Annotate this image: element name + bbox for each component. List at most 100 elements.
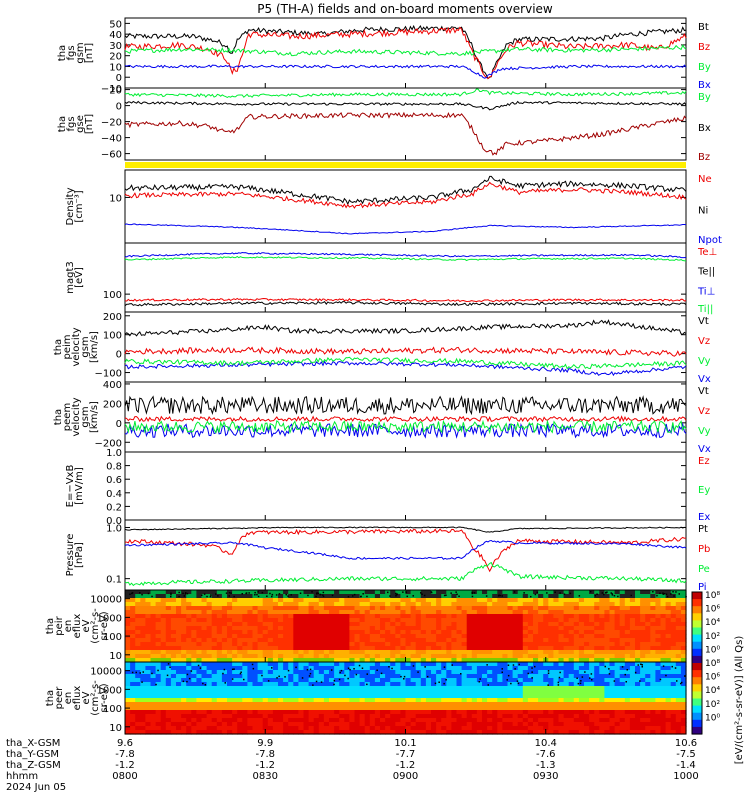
heatmap-cell <box>645 646 651 651</box>
heatmap-cell <box>573 678 580 683</box>
heatmap-cell <box>635 590 641 595</box>
heatmap-cell <box>288 662 294 667</box>
heatmap-cell <box>522 626 529 631</box>
heatmap-cell <box>635 622 641 627</box>
heatmap-cell <box>487 682 493 687</box>
heatmap-cell <box>130 718 136 723</box>
colorbar-cell <box>692 710 702 714</box>
heatmap-cell <box>584 658 590 663</box>
heatmap-cell <box>410 622 417 627</box>
heatmap-cell <box>441 726 447 731</box>
legend-entry: Vz <box>698 406 710 417</box>
heatmap-cell <box>405 718 412 723</box>
heatmap-cell <box>573 638 580 643</box>
heatmap-cell <box>364 622 371 627</box>
heatmap-cell <box>186 662 192 667</box>
heatmap-cell <box>456 690 463 695</box>
heatmap-cell <box>278 646 284 651</box>
heatmap-cell <box>487 594 493 599</box>
heatmap-cell <box>548 610 554 615</box>
heatmap-cell <box>232 674 238 679</box>
heatmap-cell <box>497 658 503 663</box>
heatmap-cell <box>170 630 177 635</box>
heatmap-cell <box>680 654 687 659</box>
heatmap-cell <box>242 682 248 687</box>
heatmap-cell <box>594 638 600 643</box>
heatmap-cell <box>655 598 662 603</box>
heatmap-cell <box>502 698 509 703</box>
heatmap-cell <box>522 654 529 659</box>
heatmap-cell <box>609 678 616 683</box>
xtick-y-gsm: -7.8 <box>115 749 135 760</box>
heatmap-cell <box>191 654 197 659</box>
heatmap-noise <box>269 592 271 595</box>
heatmap-cell <box>533 618 539 623</box>
heatmap-cell <box>323 714 330 719</box>
heatmap-cell <box>344 698 350 703</box>
heatmap-noise <box>319 593 322 596</box>
heatmap-cell <box>130 654 136 659</box>
heatmap-cell <box>349 622 356 627</box>
heatmap-cell <box>395 634 401 639</box>
heatmap-cell <box>354 698 361 703</box>
heatmap-cell <box>272 702 279 707</box>
heatmap-cell <box>232 630 238 635</box>
heatmap-cell <box>349 650 356 655</box>
heatmap-cell <box>451 626 458 631</box>
heatmap-noise <box>424 666 426 668</box>
ytick-label: 0 <box>116 350 122 361</box>
heatmap-noise <box>344 674 346 677</box>
heatmap-cell <box>471 722 478 727</box>
heatmap-cell <box>538 666 544 671</box>
heatmap-cell <box>140 694 146 699</box>
heatmap-cell <box>609 686 616 691</box>
heatmap-cell <box>155 706 162 711</box>
heatmap-cell <box>150 650 157 655</box>
heatmap-cell <box>145 642 152 647</box>
heatmap-cell <box>584 618 590 623</box>
heatmap-cell <box>140 622 146 627</box>
heatmap-cell <box>257 638 264 643</box>
ytick-label: 100 <box>103 632 122 643</box>
heatmap-cell <box>487 650 493 655</box>
heatmap-cell <box>329 618 335 623</box>
heatmap-cell <box>507 610 514 615</box>
heatmap-cell <box>354 694 361 699</box>
heatmap-cell <box>323 706 330 711</box>
heatmap-noise <box>630 594 632 597</box>
heatmap-cell <box>400 654 407 659</box>
heatmap-cell <box>675 722 682 727</box>
heatmap-cell <box>640 594 646 599</box>
heatmap-cell <box>640 694 646 699</box>
heatmap-cell <box>558 686 565 691</box>
heatmap-cell <box>487 694 493 699</box>
heatmap-cell <box>553 722 560 727</box>
heatmap-cell <box>548 706 554 711</box>
heatmap-cell <box>288 678 294 683</box>
heatmap-cell <box>191 702 197 707</box>
heatmap-cell <box>349 614 356 619</box>
axis-label: sr-eV) <box>99 611 110 640</box>
legend-entry: By <box>698 92 711 103</box>
heatmap-cell <box>431 698 437 703</box>
heatmap-cell <box>533 646 539 651</box>
heatmap-cell <box>257 642 264 647</box>
heatmap-cell <box>420 634 427 639</box>
heatmap-noise <box>222 672 224 675</box>
heatmap-cell <box>415 654 422 659</box>
heatmap-cell <box>227 714 233 719</box>
heatmap-cell <box>298 646 305 651</box>
heatmap-cell <box>619 602 626 607</box>
heatmap-cell <box>313 618 320 623</box>
heatmap-cell <box>492 618 498 623</box>
heatmap-cell <box>660 666 667 671</box>
heatmap-cell <box>262 662 269 667</box>
heatmap-cell <box>680 646 687 651</box>
legend-entry: Vx <box>698 374 711 385</box>
heatmap-cell <box>242 630 248 635</box>
ytick-label: −200 <box>95 438 122 449</box>
colorbar-cell <box>692 682 702 685</box>
heatmap-cell <box>420 642 427 647</box>
heatmap-cell <box>400 638 407 643</box>
heatmap-noise <box>613 595 616 597</box>
